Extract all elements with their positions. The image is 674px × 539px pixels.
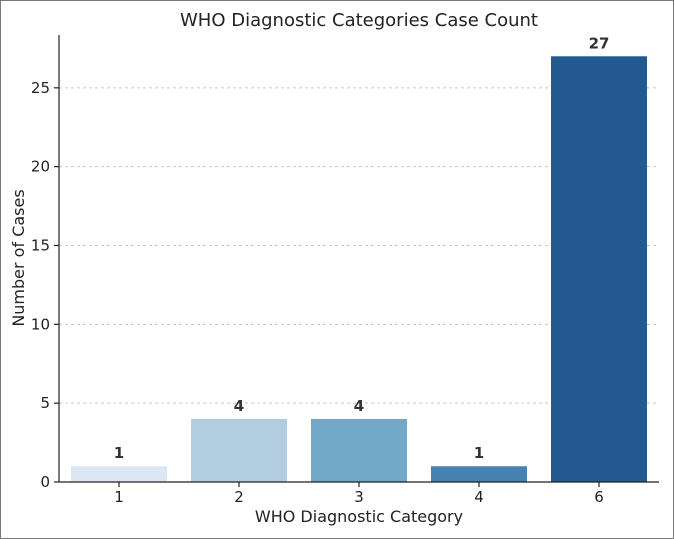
data-label-3: 4 xyxy=(354,397,364,415)
bar-1 xyxy=(71,466,167,482)
data-label-6: 27 xyxy=(589,34,610,52)
data-labels: 1 4 4 1 27 xyxy=(114,34,610,462)
y-tick-label-20: 20 xyxy=(31,158,50,176)
y-axis-label: Number of Cases xyxy=(9,189,28,326)
bar-3 xyxy=(311,418,407,482)
x-tick-label-3: 3 xyxy=(354,488,364,506)
x-axis-label: WHO Diagnostic Category xyxy=(255,507,463,526)
x-tick-label-2: 2 xyxy=(234,488,244,506)
data-label-2: 4 xyxy=(234,397,244,415)
x-tick-label-4: 4 xyxy=(474,488,484,506)
bar-2 xyxy=(191,418,287,482)
x-ticks: 1 2 3 4 6 xyxy=(114,482,604,506)
y-ticks: 0 5 10 15 20 25 xyxy=(31,79,59,491)
data-label-1: 1 xyxy=(114,444,124,462)
x-tick-label-1: 1 xyxy=(114,488,124,506)
y-tick-label-0: 0 xyxy=(40,473,50,491)
y-tick-label-5: 5 xyxy=(40,394,50,412)
bar-6 xyxy=(551,56,647,483)
y-tick-label-10: 10 xyxy=(31,315,50,333)
bar-4 xyxy=(431,466,527,482)
y-tick-label-25: 25 xyxy=(31,79,50,97)
chart-title: WHO Diagnostic Categories Case Count xyxy=(180,10,538,31)
y-tick-label-15: 15 xyxy=(31,236,50,254)
bars xyxy=(71,56,647,483)
data-label-4: 1 xyxy=(474,444,484,462)
x-tick-label-6: 6 xyxy=(594,488,604,506)
